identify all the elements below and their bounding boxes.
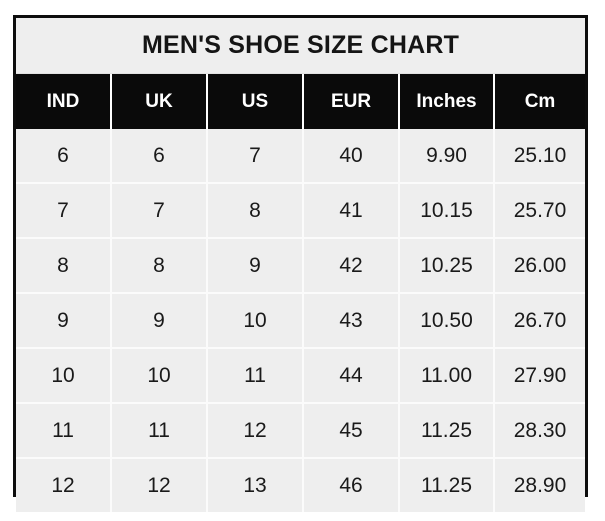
table-row: 7 7 8 41 10.15 25.70 [16,183,585,239]
cell-ind: 10 [16,348,112,404]
table-row: 8 8 9 42 10.25 26.00 [16,238,585,294]
cell-eur: 45 [303,403,400,459]
cell-uk: 10 [111,348,208,404]
table-header: IND UK US EUR Inches Cm [16,74,585,129]
cell-ind: 9 [16,293,112,349]
table-row: 11 11 12 45 11.25 28.30 [16,403,585,459]
cell-uk: 7 [111,183,208,239]
cell-eur: 42 [303,238,400,294]
table-header-row: IND UK US EUR Inches Cm [16,74,585,129]
size-chart-container: MEN'S SHOE SIZE CHART IND UK US EUR Inch… [13,15,588,512]
chart-title-row: MEN'S SHOE SIZE CHART [16,18,585,74]
table-row: 10 10 11 44 11.00 27.90 [16,348,585,404]
cell-ind: 6 [16,129,112,184]
cell-eur: 44 [303,348,400,404]
cell-ind: 8 [16,238,112,294]
cell-ind: 12 [16,458,112,512]
column-header-ind: IND [16,74,112,129]
cell-uk: 8 [111,238,208,294]
cell-inches: 11.25 [399,403,495,459]
cell-cm: 26.70 [494,293,585,349]
column-header-uk: UK [111,74,208,129]
column-header-us: US [207,74,304,129]
cell-inches: 10.25 [399,238,495,294]
cell-ind: 11 [16,403,112,459]
cell-eur: 41 [303,183,400,239]
table-row: 6 6 7 40 9.90 25.10 [16,129,585,184]
column-header-inches: Inches [399,74,495,129]
cell-us: 8 [207,183,304,239]
cell-uk: 9 [111,293,208,349]
cell-us: 13 [207,458,304,512]
shoe-size-table: IND UK US EUR Inches Cm 6 6 7 40 9.90 25… [16,74,585,512]
table-body: 6 6 7 40 9.90 25.10 7 7 8 41 10.15 25.70… [16,129,585,512]
table-row: 12 12 13 46 11.25 28.90 [16,458,585,512]
cell-eur: 40 [303,129,400,184]
cell-inches: 10.15 [399,183,495,239]
column-header-cm: Cm [494,74,585,129]
cell-cm: 28.30 [494,403,585,459]
cell-cm: 25.70 [494,183,585,239]
cell-ind: 7 [16,183,112,239]
cell-us: 7 [207,129,304,184]
cell-cm: 26.00 [494,238,585,294]
page-title: MEN'S SHOE SIZE CHART [141,31,460,59]
cell-eur: 43 [303,293,400,349]
cell-us: 10 [207,293,304,349]
cell-inches: 11.25 [399,458,495,512]
cell-us: 11 [207,348,304,404]
cell-cm: 25.10 [494,129,585,184]
column-header-eur: EUR [303,74,400,129]
cell-uk: 6 [111,129,208,184]
cell-us: 9 [207,238,304,294]
cell-uk: 11 [111,403,208,459]
cell-inches: 11.00 [399,348,495,404]
cell-eur: 46 [303,458,400,512]
cell-us: 12 [207,403,304,459]
cell-cm: 27.90 [494,348,585,404]
cell-uk: 12 [111,458,208,512]
cell-cm: 28.90 [494,458,585,512]
cell-inches: 9.90 [399,129,495,184]
table-row: 9 9 10 43 10.50 26.70 [16,293,585,349]
cell-inches: 10.50 [399,293,495,349]
